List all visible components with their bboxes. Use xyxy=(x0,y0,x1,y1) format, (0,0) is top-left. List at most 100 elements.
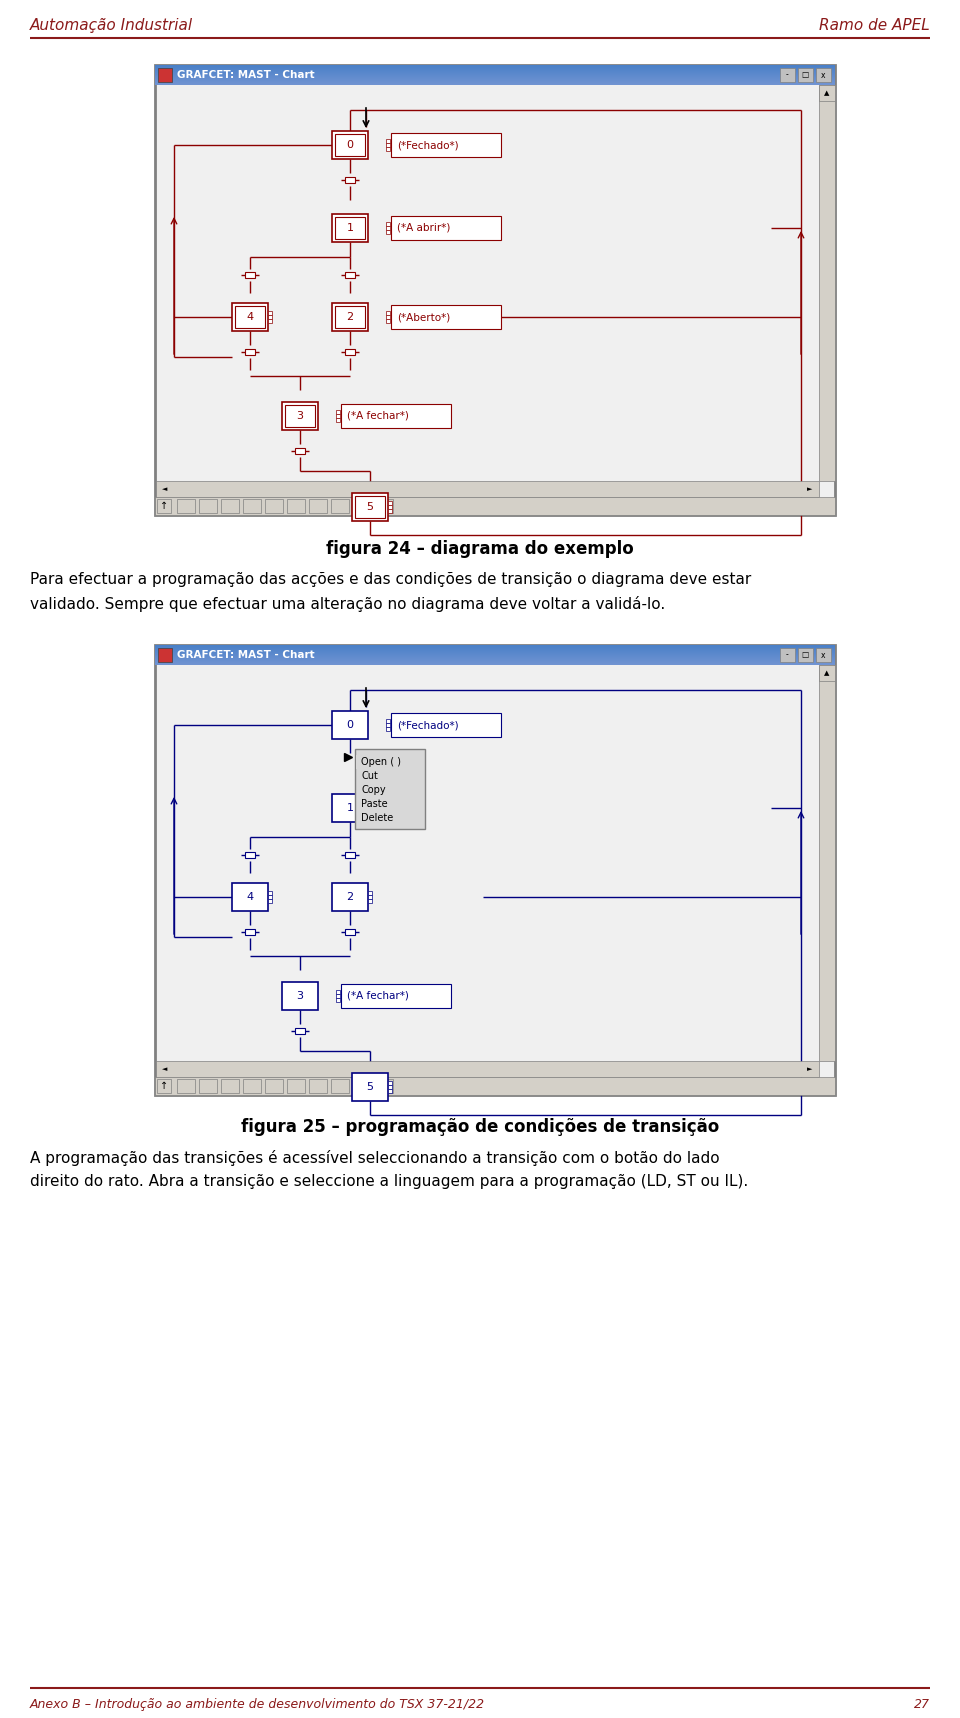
Bar xyxy=(816,648,831,661)
Text: (*A fechar*): (*A fechar*) xyxy=(347,991,409,1002)
Bar xyxy=(335,306,365,328)
Text: 1: 1 xyxy=(347,223,353,234)
Bar xyxy=(386,139,390,143)
Bar xyxy=(287,1079,305,1093)
Text: 2: 2 xyxy=(347,892,353,902)
Bar xyxy=(386,143,390,148)
Text: x: x xyxy=(821,651,826,660)
Bar xyxy=(335,216,365,239)
Text: 4: 4 xyxy=(247,892,253,902)
Bar xyxy=(332,131,368,160)
Bar xyxy=(780,69,795,82)
Text: ►: ► xyxy=(807,486,813,491)
Text: Para efectuar a programação das acções e das condições de transição o diagrama d: Para efectuar a programação das acções e… xyxy=(30,572,752,588)
Bar xyxy=(309,1079,327,1093)
Bar xyxy=(268,899,272,904)
Bar xyxy=(368,892,372,895)
Bar xyxy=(221,1079,239,1093)
Bar xyxy=(355,497,385,519)
Bar xyxy=(156,84,819,481)
Bar xyxy=(386,148,390,151)
Bar xyxy=(268,320,272,323)
Bar xyxy=(156,1062,819,1077)
Bar xyxy=(332,883,368,911)
Bar xyxy=(388,1089,392,1093)
Bar xyxy=(388,1081,392,1086)
Bar xyxy=(245,271,255,278)
Bar xyxy=(287,498,305,514)
Bar xyxy=(232,302,268,332)
Bar xyxy=(336,414,340,417)
Bar xyxy=(388,502,392,505)
Text: ◄: ◄ xyxy=(162,1065,168,1072)
Bar xyxy=(155,497,835,515)
Bar xyxy=(386,230,390,234)
Bar xyxy=(177,498,195,514)
Text: Delete: Delete xyxy=(361,813,394,823)
Bar xyxy=(245,349,255,356)
Text: ◄: ◄ xyxy=(162,486,168,491)
Bar xyxy=(386,320,390,323)
Text: GRAFCET: MAST - Chart: GRAFCET: MAST - Chart xyxy=(177,70,315,81)
Text: ▲: ▲ xyxy=(825,670,829,675)
Bar xyxy=(332,302,368,332)
Bar xyxy=(268,892,272,895)
Bar xyxy=(816,69,831,82)
Text: Ramo de APEL: Ramo de APEL xyxy=(819,17,930,33)
Bar xyxy=(336,411,340,414)
Text: 4: 4 xyxy=(247,313,253,321)
Bar xyxy=(331,498,349,514)
Bar xyxy=(345,852,355,857)
Bar xyxy=(268,895,272,899)
Text: 5: 5 xyxy=(367,1082,373,1093)
Bar xyxy=(386,723,390,727)
Bar xyxy=(265,498,283,514)
Bar xyxy=(353,498,371,514)
Bar xyxy=(268,314,272,320)
Text: 2: 2 xyxy=(347,313,353,321)
Bar xyxy=(245,852,255,857)
Bar xyxy=(336,995,340,998)
Bar xyxy=(156,665,819,1062)
Bar xyxy=(355,749,425,830)
Bar xyxy=(386,727,390,730)
Bar xyxy=(265,1079,283,1093)
Bar xyxy=(157,498,171,514)
Text: GRAFCET: MAST - Chart: GRAFCET: MAST - Chart xyxy=(177,649,315,660)
Bar xyxy=(331,1079,349,1093)
Text: Automação Industrial: Automação Industrial xyxy=(30,17,193,33)
Bar xyxy=(243,498,261,514)
Bar xyxy=(295,1027,305,1034)
Bar xyxy=(353,1079,371,1093)
Bar xyxy=(295,448,305,454)
Text: ▲: ▲ xyxy=(825,89,829,96)
Text: (*Aberto*): (*Aberto*) xyxy=(397,313,450,321)
Text: Cut: Cut xyxy=(361,771,378,782)
Text: Anexo B – Introdução ao ambiente de desenvolvimento do TSX 37-21/22: Anexo B – Introdução ao ambiente de dese… xyxy=(30,1697,485,1711)
Bar xyxy=(177,1079,195,1093)
Text: ↑: ↑ xyxy=(160,1081,168,1091)
Bar xyxy=(388,505,392,509)
Bar xyxy=(221,498,239,514)
Bar xyxy=(309,498,327,514)
Bar xyxy=(155,65,835,515)
Bar xyxy=(375,1079,393,1093)
Bar xyxy=(368,899,372,904)
Bar xyxy=(336,417,340,423)
Text: figura 24 – diagrama do exemplo: figura 24 – diagrama do exemplo xyxy=(326,539,634,558)
Bar xyxy=(388,509,392,514)
Bar xyxy=(798,69,813,82)
Bar xyxy=(352,493,388,521)
Bar xyxy=(199,498,217,514)
Text: Paste: Paste xyxy=(361,799,388,809)
Bar xyxy=(232,883,268,911)
Bar xyxy=(388,1086,392,1089)
Bar xyxy=(345,177,355,184)
Bar xyxy=(352,1074,388,1101)
Text: 0: 0 xyxy=(347,720,353,730)
Bar xyxy=(345,271,355,278)
Bar xyxy=(235,306,265,328)
Bar xyxy=(199,1079,217,1093)
Bar xyxy=(245,929,255,935)
Bar xyxy=(391,216,501,241)
